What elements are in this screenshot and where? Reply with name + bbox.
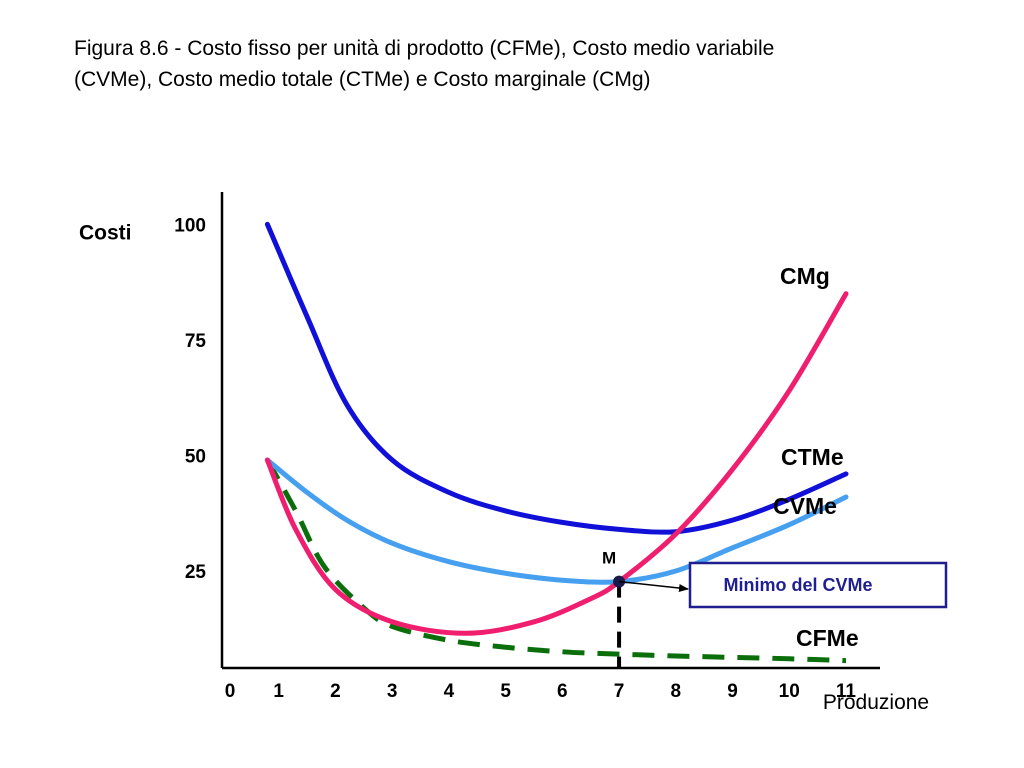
annotation-text: Minimo del CVMe — [723, 575, 872, 595]
series-label-cfme: CFMe — [796, 625, 859, 651]
x-tick-label: 3 — [387, 681, 398, 702]
y-axis-label: Costi — [79, 221, 132, 244]
x-tick-label: 8 — [671, 681, 682, 702]
caption-line-2: (CVMe), Costo medio totale (CTMe) e Cost… — [74, 68, 651, 91]
point-m-label: M — [602, 549, 616, 568]
series-line-cfme — [265, 458, 847, 664]
x-tick-label: 2 — [330, 681, 341, 702]
annotation-arrow — [618, 580, 689, 593]
annotation-box — [688, 561, 948, 609]
figure-caption: Figura 8.6 - Costo fisso per unità di pr… — [74, 33, 974, 95]
series-line-cmg — [264, 291, 849, 636]
y-tick-label: 25 — [185, 562, 207, 583]
caption-line-1: Figura 8.6 - Costo fisso per unità di pr… — [74, 37, 775, 60]
x-axis-label: Produzione — [823, 691, 929, 714]
y-tick-label: 100 — [174, 215, 206, 236]
x-tick-label: 10 — [779, 681, 800, 702]
x-tick-label: 9 — [727, 681, 738, 702]
series-line-cvme — [264, 457, 849, 585]
x-tick-label: 7 — [614, 681, 625, 702]
y-tick-label: 75 — [185, 331, 207, 352]
series-label-ctme: CTMe — [781, 444, 844, 470]
x-tick-label: 4 — [444, 681, 455, 702]
x-tick-label: 1 — [273, 681, 284, 702]
series-label-cvme: CVMe — [773, 493, 837, 519]
series-label-cmg: CMg — [780, 263, 830, 289]
series-line-ctme — [264, 221, 849, 535]
x-tick-label: 0 — [225, 681, 236, 702]
x-tick-label: 6 — [557, 681, 568, 702]
y-tick-label: 50 — [185, 446, 206, 467]
x-tick-label: 11 — [836, 681, 857, 702]
x-tick-label: 5 — [500, 681, 511, 702]
